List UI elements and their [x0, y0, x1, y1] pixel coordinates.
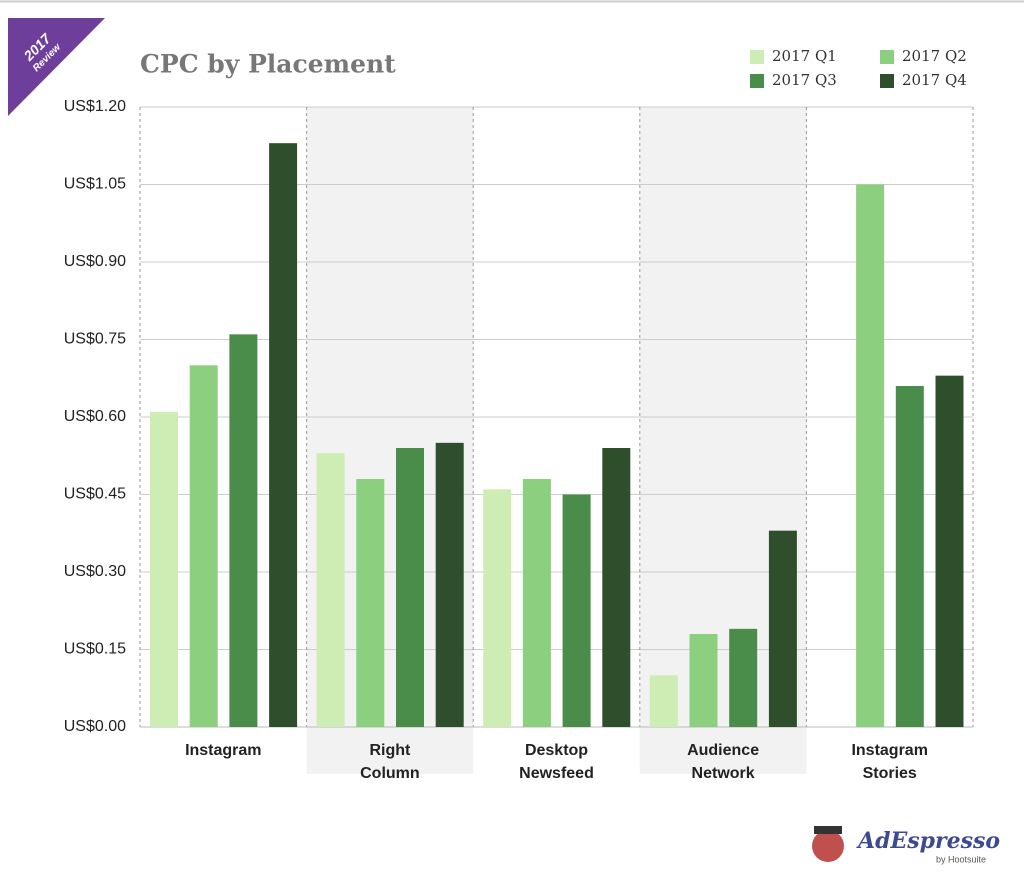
- bar: [935, 375, 964, 727]
- chart-title: CPC by Placement: [140, 50, 396, 79]
- bar: [689, 634, 718, 727]
- legend-label: 2017 Q2: [902, 47, 967, 65]
- logo: AdEspresso by Hootsuite: [812, 826, 1000, 864]
- bar: [356, 479, 385, 727]
- bar: [856, 184, 885, 727]
- logo-by: by Hootsuite: [936, 854, 986, 864]
- bar: [602, 448, 631, 727]
- plot: [150, 143, 964, 727]
- x-tick-label: Desktop Newsfeed: [519, 742, 594, 782]
- bar: [729, 628, 758, 727]
- y-tick-label: US$0.00: [64, 718, 126, 735]
- badge: 2017 Review: [8, 18, 105, 116]
- y-tick-label: US$0.90: [64, 253, 126, 270]
- y-tick-label: US$0.60: [64, 408, 126, 425]
- legend-label: 2017 Q4: [902, 71, 967, 89]
- legend-swatch: [880, 50, 894, 64]
- bar: [396, 448, 424, 727]
- y-tick-label: US$0.45: [64, 486, 126, 503]
- y-tick-label: US$1.05: [64, 176, 126, 193]
- legend-swatch: [880, 74, 894, 88]
- bar: [483, 489, 512, 727]
- bar: [316, 453, 345, 727]
- x-tick-label: Right Column: [360, 742, 420, 782]
- y-tick-label: US$0.30: [64, 563, 126, 580]
- y-tick-label: US$0.15: [64, 641, 126, 658]
- y-tick-label: US$1.20: [64, 98, 126, 115]
- bar: [435, 442, 464, 727]
- bar: [189, 365, 218, 727]
- bar: [229, 334, 258, 727]
- x-tick-label: Instagram Stories: [851, 742, 927, 782]
- logo-name: AdEspresso: [856, 828, 1000, 854]
- legend-swatch: [750, 74, 764, 88]
- bar: [522, 479, 551, 727]
- bar: [562, 494, 591, 727]
- bar: [895, 386, 924, 727]
- band-backgrounds: [139, 106, 974, 774]
- legend-label: 2017 Q3: [772, 71, 837, 89]
- legend-swatch: [750, 50, 764, 64]
- bar: [150, 411, 178, 727]
- y-tick-label: US$0.75: [64, 331, 126, 348]
- bar: [768, 530, 797, 727]
- x-tick-label: Audience Network: [687, 742, 759, 782]
- bar: [269, 143, 298, 727]
- x-tick-label: Instagram: [185, 742, 261, 759]
- legend-label: 2017 Q1: [772, 47, 837, 65]
- bar: [649, 675, 678, 727]
